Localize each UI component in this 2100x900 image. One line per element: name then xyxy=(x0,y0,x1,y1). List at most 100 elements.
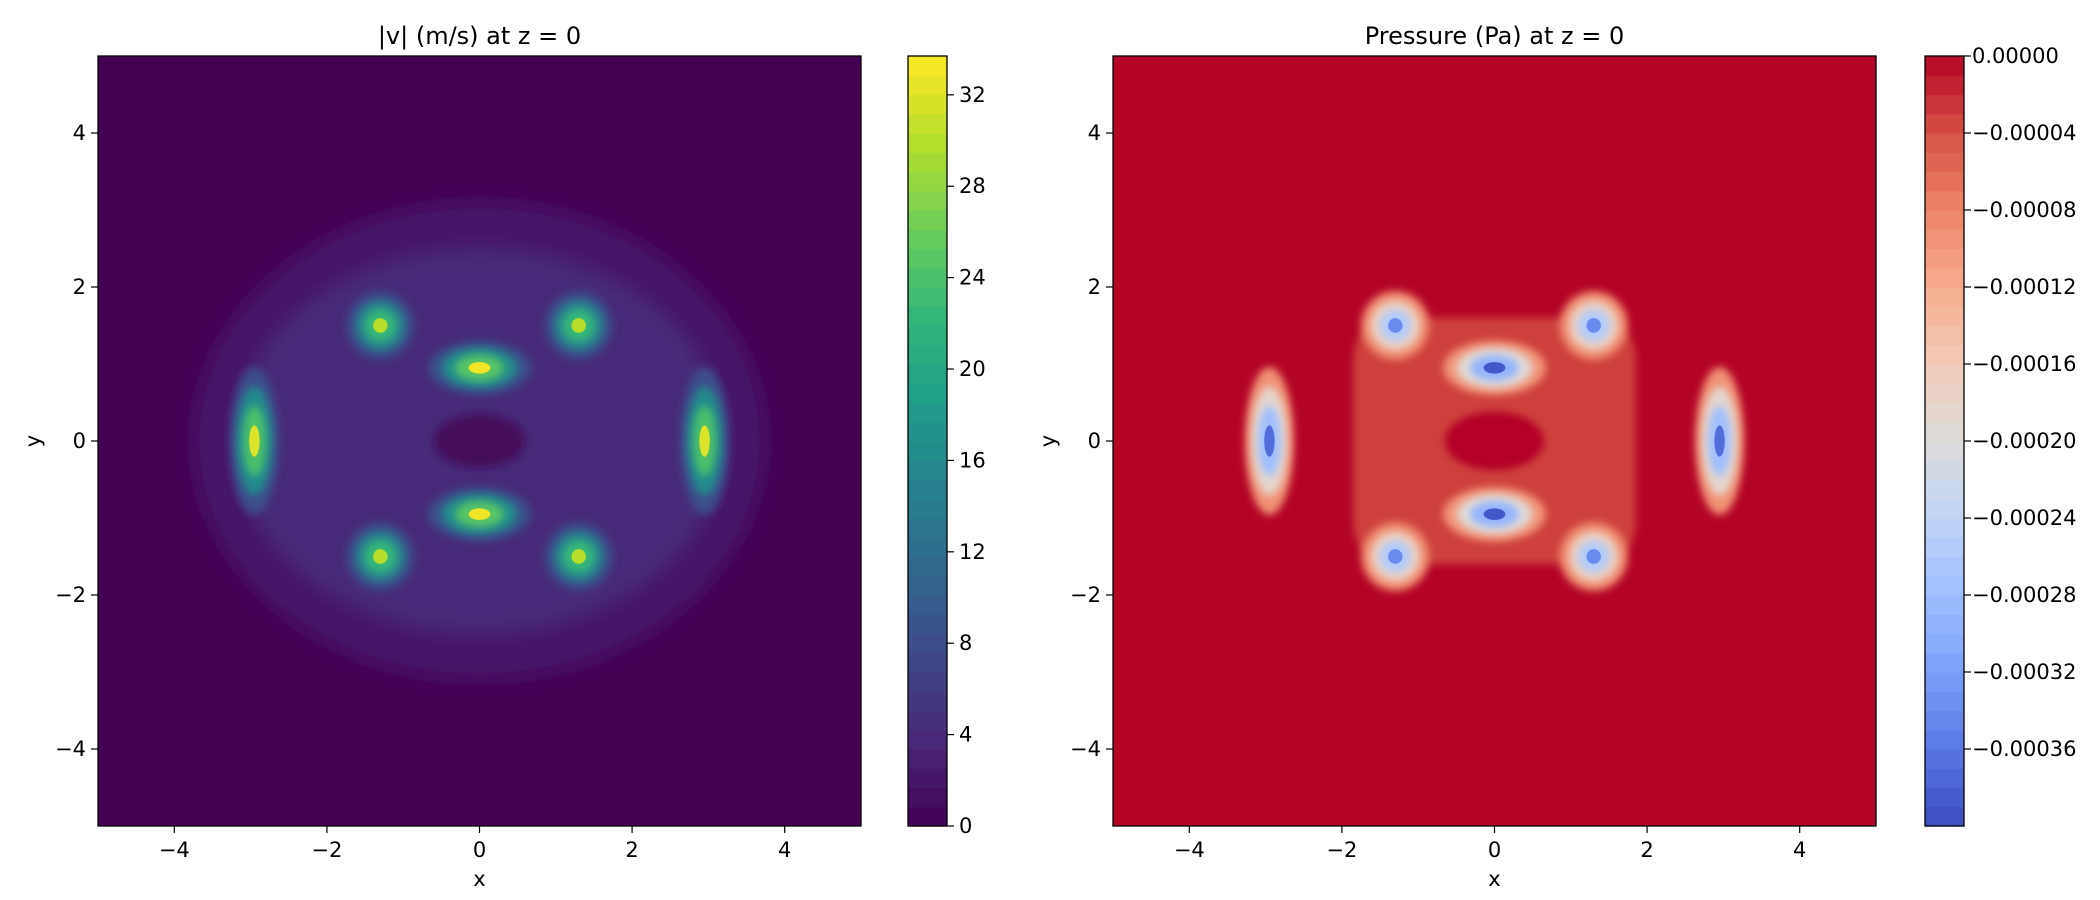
colorbar-tick-label: −0.00032 xyxy=(1972,660,2076,684)
colorbar-band xyxy=(908,768,947,789)
x-axis-label: x xyxy=(473,867,485,891)
colorbar-band xyxy=(908,614,947,635)
feature-contour xyxy=(1714,425,1725,457)
colorbar-band xyxy=(908,56,947,76)
data-feature xyxy=(680,367,730,515)
colorbar-band xyxy=(908,691,947,712)
chart-title: Pressure (Pa) at z = 0 xyxy=(1365,22,1625,50)
colorbar-band xyxy=(1925,56,1964,76)
colorbar-band xyxy=(1925,306,1964,327)
colorbar-tick-label: −0.00020 xyxy=(1972,429,2076,453)
x-tick-label: 2 xyxy=(625,838,638,862)
feature-contour xyxy=(468,362,491,374)
colorbar-band xyxy=(1925,595,1964,615)
colorbar-band xyxy=(1925,210,1964,230)
data-feature xyxy=(346,522,415,591)
colorbar-tick-label: 24 xyxy=(959,266,986,290)
colorbar-tick-label: −0.00024 xyxy=(1972,506,2076,530)
y-tick-label: 0 xyxy=(1088,429,1101,453)
y-tick-label: 2 xyxy=(1088,275,1101,299)
feature-contour xyxy=(1388,318,1403,333)
colorbar-band xyxy=(908,518,947,538)
y-tick-label: 4 xyxy=(1088,121,1101,145)
colorbar-tick-label: 32 xyxy=(959,83,986,107)
colorbar-band xyxy=(908,402,947,423)
colorbar-tick-label: −0.00028 xyxy=(1972,583,2076,607)
colorbar-band xyxy=(908,229,947,250)
x-tick-label: −4 xyxy=(159,838,190,862)
colorbar-band xyxy=(908,306,947,327)
colorbar-frame xyxy=(907,55,948,827)
colorbar-band xyxy=(908,248,947,269)
colorbar-band xyxy=(908,113,947,134)
feature-contour xyxy=(699,425,710,457)
colorbar-band xyxy=(908,787,947,808)
x-tick-label: −2 xyxy=(311,838,342,862)
data-feature xyxy=(229,367,279,515)
colorbar-band xyxy=(1925,344,1964,365)
x-tick-label: −2 xyxy=(1326,838,1357,862)
colorbar-band xyxy=(1925,94,1964,115)
colorbar-band xyxy=(1925,575,1964,596)
colorbar-tick-label: −0.00012 xyxy=(1972,275,2076,299)
data-feature xyxy=(544,291,613,360)
colorbar-band xyxy=(908,325,947,346)
y-tick-label: −4 xyxy=(1070,737,1101,761)
colorbar: 0.00000 −0.00004 −0.00008 −0.00012 −0.00016 −… xyxy=(1924,44,2076,827)
colorbar-band xyxy=(908,575,947,596)
colorbar-band xyxy=(908,190,947,211)
colorbar-band xyxy=(1925,421,1964,442)
colorbar: 0 4 8 12 16 20 24 28 32 xyxy=(907,55,986,838)
colorbar-band xyxy=(1925,75,1964,96)
colorbar-band xyxy=(1925,441,1964,461)
colorbar-band xyxy=(1925,556,1964,577)
y-tick-label: −2 xyxy=(55,583,86,607)
colorbar-band xyxy=(1925,498,1964,519)
colorbar-tick-label: −0.00036 xyxy=(1972,737,2076,761)
colorbar-tick-label: 12 xyxy=(959,540,986,564)
colorbar-band xyxy=(1925,729,1964,750)
colorbar-band xyxy=(1925,113,1964,134)
feature-contour xyxy=(249,425,260,457)
colorbar-tick-label: 0.00000 xyxy=(1972,44,2059,68)
colorbar-band xyxy=(1925,672,1964,692)
colorbar-band xyxy=(1925,152,1964,173)
center-low xyxy=(433,414,526,468)
colorbar-band xyxy=(1925,806,1964,827)
colorbar-band xyxy=(908,383,947,404)
colorbar-band xyxy=(908,672,947,692)
data-feature xyxy=(1361,291,1430,360)
y-tick-label: 2 xyxy=(73,275,86,299)
colorbar-band xyxy=(1925,614,1964,635)
feature-contour xyxy=(373,318,388,333)
data-feature xyxy=(346,291,415,360)
colorbar-band xyxy=(908,421,947,442)
colorbar-band xyxy=(908,152,947,173)
y-axis-label: y xyxy=(1036,435,1060,447)
colorbar-band xyxy=(908,749,947,769)
feature-contour xyxy=(1586,318,1601,333)
data-feature xyxy=(428,340,531,395)
data-feature xyxy=(544,522,613,591)
colorbar-tick-label: 16 xyxy=(959,448,986,472)
field-layer xyxy=(193,202,766,680)
colorbar-band xyxy=(908,441,947,461)
data-feature xyxy=(428,487,531,542)
colorbar-tick-label: 0 xyxy=(959,814,972,838)
colorbar-band xyxy=(908,595,947,615)
colorbar-band xyxy=(908,171,947,192)
x-tick-label: 4 xyxy=(1793,838,1806,862)
colorbar-band xyxy=(1925,248,1964,269)
data-feature xyxy=(1361,522,1430,591)
colorbar-band xyxy=(1925,460,1964,481)
colorbar-band xyxy=(1925,364,1964,384)
colorbar-band xyxy=(908,133,947,153)
colorbar-band xyxy=(1925,190,1964,211)
colorbar-band xyxy=(908,633,947,654)
colorbar-band xyxy=(1925,633,1964,654)
colorbar-band xyxy=(1925,537,1964,558)
colorbar-band xyxy=(908,479,947,500)
data-feature xyxy=(1559,522,1628,591)
